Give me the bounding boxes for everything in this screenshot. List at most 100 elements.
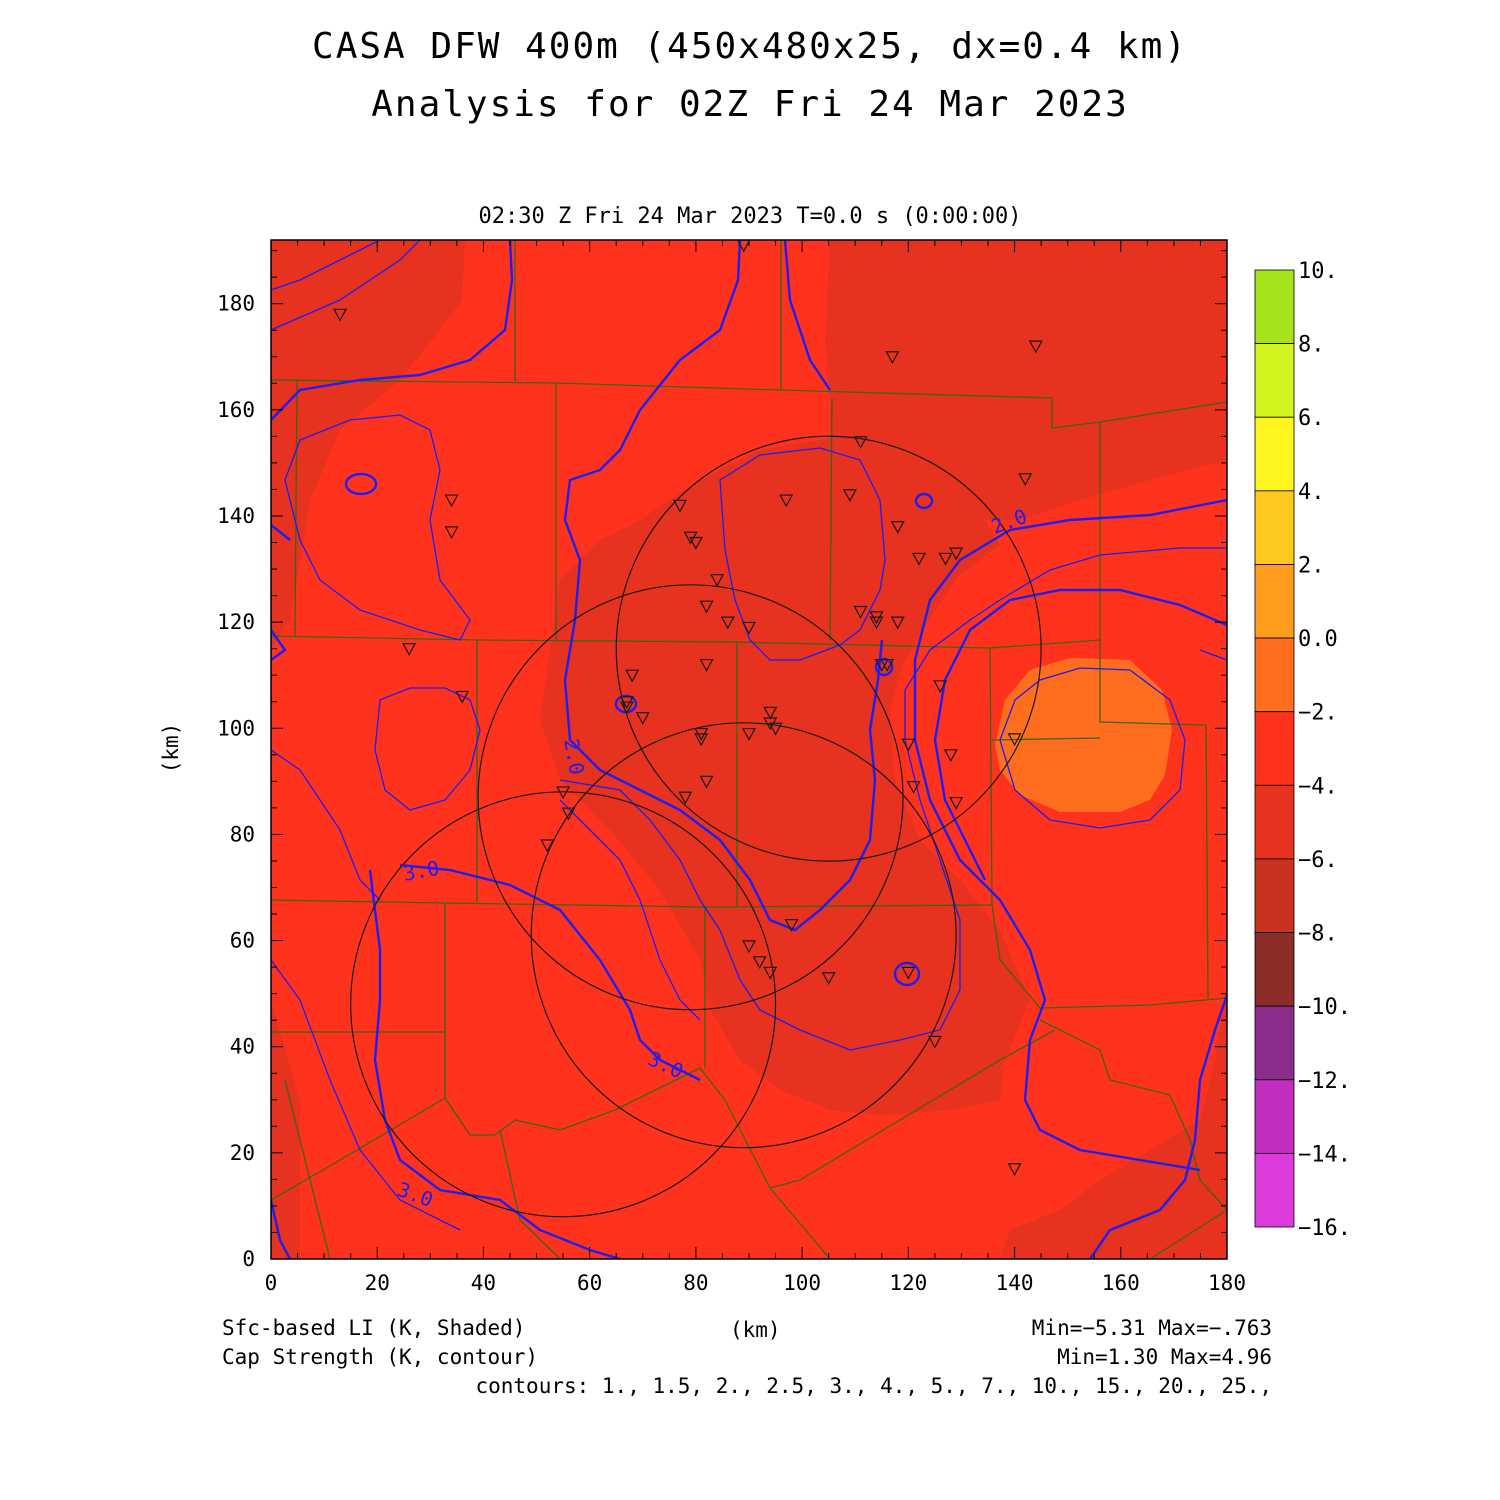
colorbar-label: 2. bbox=[1298, 553, 1325, 578]
field-darker-northeast bbox=[825, 240, 1227, 520]
station-marker bbox=[699, 658, 714, 672]
station-marker bbox=[720, 616, 735, 630]
colorbar-swatch bbox=[1254, 711, 1295, 786]
x-axis-label: (km) bbox=[730, 1318, 781, 1342]
station-marker bbox=[402, 643, 417, 656]
station-marker bbox=[710, 574, 725, 587]
radar-range-circle bbox=[530, 722, 957, 1149]
station-marker bbox=[1018, 473, 1033, 487]
cap-contours-thick bbox=[271, 240, 1227, 1259]
colorbar-label: 4. bbox=[1298, 480, 1325, 505]
colorbar-label: −16. bbox=[1298, 1216, 1351, 1241]
colorbar-label: −2. bbox=[1298, 701, 1338, 726]
station-marker bbox=[741, 940, 757, 954]
station-marker bbox=[938, 552, 953, 566]
y-tick-label: 20 bbox=[230, 1141, 255, 1165]
station-marker bbox=[455, 690, 470, 704]
y-tick-label: 160 bbox=[217, 398, 255, 422]
colorbar-label: 8. bbox=[1298, 333, 1325, 358]
x-tick-label: 100 bbox=[783, 1271, 821, 1295]
colorbar-label: 6. bbox=[1298, 406, 1325, 431]
contour-levels: contours: 1., 1.5, 2., 2.5, 3., 4., 5., … bbox=[475, 1374, 1272, 1398]
x-tick-label: 120 bbox=[889, 1271, 927, 1295]
station-marker bbox=[933, 680, 948, 694]
colorbar-swatch bbox=[1254, 416, 1295, 492]
station-marker bbox=[784, 919, 799, 932]
station-marker bbox=[890, 520, 905, 534]
station-marker bbox=[694, 733, 709, 747]
station-marker bbox=[853, 605, 868, 619]
station-marker bbox=[763, 966, 778, 980]
y-axis-label: (km) bbox=[159, 723, 183, 774]
station-marker bbox=[911, 552, 926, 566]
station-marker bbox=[699, 600, 714, 614]
axes: 0 20 40 60 80 100 120 140 160 180 0 20 40 60 80 100 120… bbox=[159, 239, 1246, 1295]
x-axis-ticks bbox=[270, 240, 1228, 1259]
station-marker bbox=[444, 526, 459, 540]
colorbar-swatch bbox=[1254, 1152, 1295, 1228]
valid-time: 02:30 Z Fri 24 Mar 2023 T=0.0 s (0:00:00… bbox=[478, 204, 1022, 229]
colorbar-label: −8. bbox=[1298, 922, 1338, 947]
stations bbox=[333, 240, 1043, 1177]
colorbar-swatch bbox=[1254, 637, 1295, 713]
station-marker bbox=[890, 616, 905, 630]
chart-title: CASA DFW 400m (450x480x25, dx=0.4 km) bbox=[312, 26, 1188, 67]
station-marker bbox=[927, 1035, 942, 1049]
station-marker bbox=[779, 494, 794, 508]
station-marker bbox=[444, 494, 459, 508]
field-darker-southwest bbox=[271, 1000, 300, 1259]
station-marker bbox=[949, 547, 964, 561]
station-marker bbox=[885, 351, 900, 365]
station-marker bbox=[1007, 1163, 1022, 1177]
station-marker bbox=[1028, 340, 1043, 354]
shaded-field-label: Sfc-based LI (K, Shaded) bbox=[222, 1316, 526, 1340]
colorbar-label: −12. bbox=[1298, 1069, 1351, 1094]
shaded-min-max: Min=−5.31 Max=−.763 bbox=[1031, 1316, 1272, 1340]
colorbar-label: 0.0 bbox=[1298, 627, 1338, 652]
station-marker bbox=[699, 775, 714, 789]
x-tick-label: 40 bbox=[471, 1271, 496, 1295]
station-marker bbox=[625, 669, 640, 683]
shaded-field bbox=[271, 240, 1227, 1259]
station-marker bbox=[842, 489, 857, 503]
x-tick-label: 20 bbox=[365, 1271, 390, 1295]
station-marker bbox=[672, 499, 687, 513]
y-tick-label: 180 bbox=[217, 292, 255, 316]
colorbar-swatch bbox=[1254, 858, 1295, 933]
station-marker bbox=[619, 701, 634, 715]
y-axis-tick-labels: 0 20 40 60 80 100 120 140 160 180 bbox=[217, 292, 255, 1271]
x-tick-label: 60 bbox=[577, 1271, 602, 1295]
station-marker bbox=[901, 966, 916, 980]
station-marker bbox=[943, 749, 958, 763]
contour-min-max: Min=1.30 Max=4.96 bbox=[1057, 1345, 1272, 1369]
station-marker bbox=[880, 658, 895, 672]
station-marker bbox=[678, 791, 693, 805]
radar-range-circle bbox=[615, 435, 1042, 862]
x-tick-label: 160 bbox=[1102, 1271, 1140, 1295]
radar-range-circle bbox=[350, 791, 777, 1218]
station-marker bbox=[1007, 733, 1022, 747]
x-tick-label: 0 bbox=[265, 1271, 278, 1295]
colorbar-swatch bbox=[1254, 1005, 1295, 1081]
radar-range-circle bbox=[477, 584, 904, 1011]
colorbar: 10. 8. 6. 4. 2. 0.0 −2. −4. −6. −8. −10. −12. −14. −1… bbox=[1254, 259, 1351, 1241]
y-tick-label: 0 bbox=[242, 1247, 255, 1271]
colorbar-swatch bbox=[1254, 784, 1295, 860]
field-darker-central bbox=[540, 438, 1030, 1115]
station-marker bbox=[333, 308, 348, 322]
station-marker bbox=[821, 972, 836, 985]
station-marker bbox=[763, 706, 778, 720]
station-marker bbox=[556, 786, 571, 800]
station-marker bbox=[869, 616, 884, 630]
colorbar-swatch bbox=[1254, 1079, 1295, 1154]
y-tick-label: 100 bbox=[217, 716, 255, 740]
y-axis-ticks bbox=[271, 250, 1227, 1260]
x-axis-tick-labels: 0 20 40 60 80 100 120 140 160 180 bbox=[265, 1271, 1246, 1295]
colorbar-swatch bbox=[1254, 932, 1295, 1007]
colorbar-label: −4. bbox=[1298, 774, 1338, 799]
chart-subtitle: Analysis for 02Z Fri 24 Mar 2023 bbox=[371, 84, 1129, 125]
station-marker bbox=[635, 712, 650, 725]
cap-contours-thin bbox=[271, 240, 1227, 1231]
station-marker bbox=[906, 781, 921, 794]
